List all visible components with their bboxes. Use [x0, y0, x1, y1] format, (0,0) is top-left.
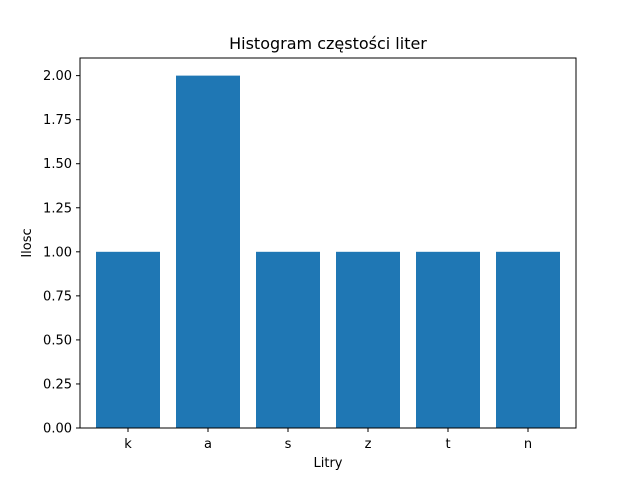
- y-tick-label: 2.00: [43, 69, 72, 84]
- y-tick-label: 0.50: [43, 333, 72, 348]
- bars-group: [96, 75, 560, 428]
- bar-s: [256, 251, 320, 428]
- bar-z: [336, 251, 400, 428]
- chart-title: Histogram częstości liter: [229, 34, 427, 53]
- bar-n: [496, 251, 560, 428]
- bar-a: [176, 75, 240, 428]
- x-tick-label: n: [524, 437, 532, 452]
- x-tick-label: t: [445, 437, 450, 452]
- bar-t: [416, 251, 480, 428]
- y-axis-ticks: 0.00 0.25 0.50 0.75 1.00 1.25 1.50 1.75 2.00: [43, 69, 80, 437]
- x-axis-label: Litry: [314, 456, 343, 471]
- x-tick-label: a: [204, 437, 212, 452]
- x-tick-label: z: [365, 437, 372, 452]
- bar-k: [96, 251, 160, 428]
- y-tick-label: 1.00: [43, 245, 72, 260]
- x-tick-label: k: [124, 437, 132, 452]
- x-tick-label: s: [285, 437, 292, 452]
- y-axis-label: Ilosc: [20, 228, 35, 257]
- plot-area-frame: [79, 57, 577, 429]
- y-tick-label: 0.75: [43, 289, 72, 304]
- y-tick-label: 0.00: [43, 422, 72, 437]
- y-tick-label: 0.25: [43, 377, 72, 392]
- y-tick-label: 1.50: [43, 157, 72, 172]
- y-tick-label: 1.75: [43, 113, 72, 128]
- y-tick-label: 1.25: [43, 201, 72, 216]
